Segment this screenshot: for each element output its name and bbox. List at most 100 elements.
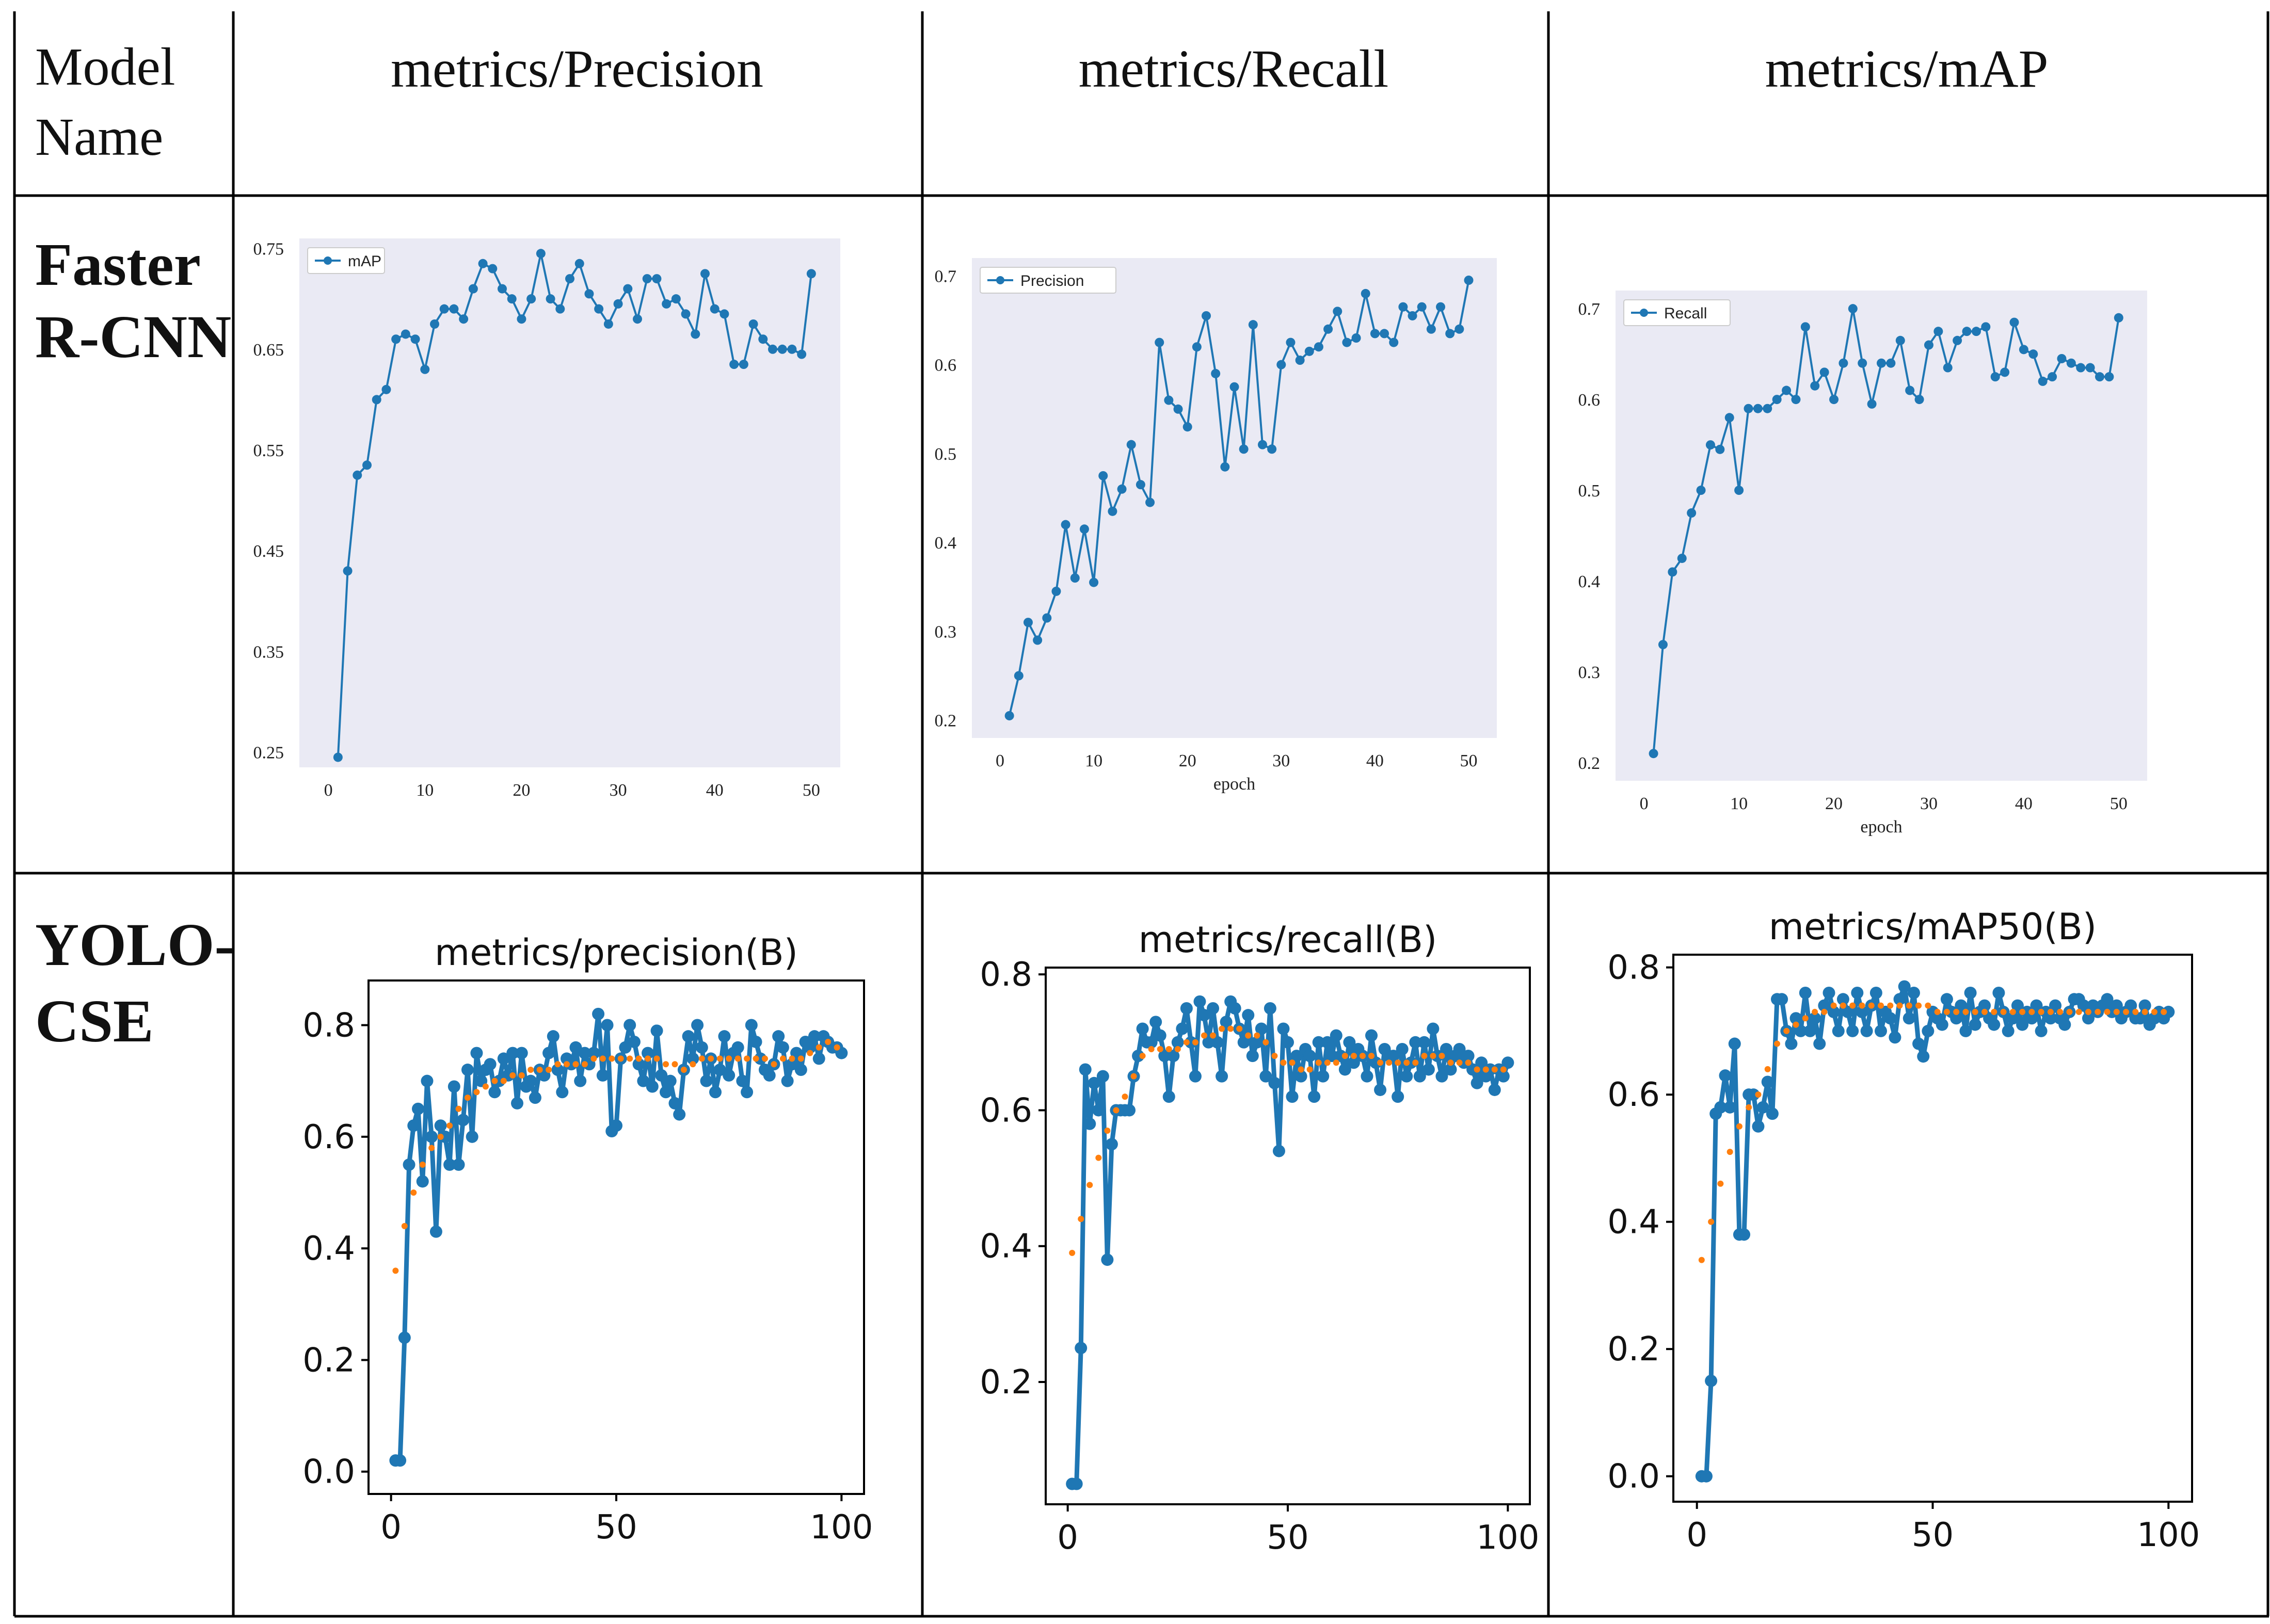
- data-point: [1971, 327, 1981, 336]
- smooth-point: [428, 1145, 435, 1151]
- y-tick-label: 0.35: [253, 642, 284, 662]
- smooth-point: [1698, 1257, 1705, 1263]
- results-point: [1259, 1070, 1272, 1083]
- data-point: [768, 344, 777, 354]
- results-point: [425, 1130, 438, 1143]
- smooth-point: [1925, 1002, 1931, 1009]
- smooth-point: [1315, 1059, 1322, 1066]
- chart-title: metrics/precision(B): [435, 931, 798, 974]
- smooth-point: [1438, 1053, 1445, 1059]
- data-point: [1380, 329, 1389, 339]
- data-point: [1033, 635, 1043, 645]
- smooth-point: [1764, 1066, 1771, 1072]
- smooth-point: [1113, 1107, 1120, 1114]
- smooth-point: [1095, 1154, 1102, 1161]
- results-point: [646, 1080, 659, 1093]
- data-point: [1267, 444, 1277, 454]
- data-point: [1981, 322, 1991, 332]
- data-point: [1763, 404, 1772, 413]
- results-point: [1251, 1036, 1264, 1049]
- results-point: [624, 1019, 636, 1032]
- results-point: [660, 1086, 672, 1099]
- smooth-point: [2141, 1008, 2148, 1015]
- smooth-point: [1086, 1182, 1093, 1188]
- data-point: [1370, 329, 1380, 339]
- data-point: [1914, 395, 1924, 405]
- x-tick-label: 20: [1825, 794, 1843, 813]
- smooth-point: [446, 1122, 453, 1129]
- data-point: [517, 314, 526, 324]
- x-tick-label: 50: [1912, 1516, 1954, 1554]
- results-point: [1738, 1228, 1751, 1241]
- results-point: [1211, 1036, 1224, 1049]
- results-point: [1334, 1050, 1347, 1063]
- chart-frcnn-col2: 0.2 0.3 0.4 0.5 0.6 0.7 0 10 20 30 40 50 epoch Precis…: [935, 258, 1497, 794]
- results-point: [1714, 1101, 1727, 1114]
- smooth-point: [2047, 1008, 2054, 1015]
- results-point: [1813, 1037, 1826, 1050]
- x-tick-label: 0: [1640, 794, 1649, 813]
- smooth-point: [771, 1061, 777, 1068]
- smooth-point: [2104, 1008, 2111, 1015]
- data-point: [806, 269, 816, 279]
- results-point: [808, 1030, 821, 1043]
- smooth-point: [581, 1061, 588, 1068]
- results-point: [1851, 986, 1864, 999]
- results-point: [1475, 1056, 1488, 1069]
- data-point: [720, 309, 729, 319]
- data-point: [1286, 337, 1296, 347]
- results-point: [1700, 1470, 1713, 1483]
- data-point: [1398, 302, 1408, 312]
- results-point: [637, 1074, 650, 1087]
- results-point: [1803, 1024, 1816, 1037]
- results-point: [542, 1047, 555, 1059]
- smooth-point: [1830, 1002, 1837, 1009]
- smooth-point: [2075, 1008, 2082, 1015]
- smooth-point: [2151, 1008, 2157, 1015]
- results-point: [1096, 1070, 1109, 1083]
- legend-label: Recall: [1664, 305, 1707, 322]
- x-tick-label: 0: [324, 781, 333, 800]
- y-tick-label: 0.75: [253, 240, 284, 259]
- data-point: [1895, 335, 1905, 345]
- smooth-point: [1821, 1008, 1828, 1015]
- smooth-point: [437, 1133, 444, 1140]
- smooth-point: [1069, 1249, 1076, 1256]
- results-point: [745, 1019, 758, 1032]
- results-point: [664, 1074, 677, 1087]
- smooth-point: [807, 1050, 813, 1056]
- smooth-point: [491, 1078, 498, 1084]
- smooth-point: [1906, 1002, 1912, 1009]
- y-tick-label: 0.25: [253, 744, 284, 763]
- results-point: [1272, 1145, 1285, 1157]
- data-point: [642, 274, 652, 284]
- results-point: [1321, 1036, 1334, 1049]
- data-point: [1023, 618, 1033, 628]
- results-point: [1361, 1070, 1373, 1083]
- results-point: [2110, 999, 2123, 1012]
- data-point: [1953, 335, 1962, 345]
- data-point: [333, 752, 343, 762]
- data-point: [1070, 573, 1080, 583]
- results-point: [1889, 1031, 1901, 1044]
- results-point: [1940, 993, 1953, 1006]
- results-point: [650, 1024, 663, 1037]
- x-tick-label: 100: [2137, 1516, 2200, 1554]
- results-point: [2016, 1018, 2029, 1031]
- data-point: [1079, 524, 1089, 534]
- legend-label: Precision: [1020, 272, 1084, 290]
- results-point: [2002, 1024, 2015, 1037]
- smooth-point: [1210, 1032, 1217, 1039]
- results-point: [1189, 1070, 1202, 1083]
- results-point: [1501, 1056, 1514, 1069]
- data-point: [1108, 506, 1117, 516]
- data-point: [1126, 440, 1136, 449]
- plot-area: [1616, 291, 2147, 781]
- data-point: [1361, 288, 1370, 298]
- smooth-point: [779, 1055, 786, 1062]
- data-point: [1155, 337, 1164, 347]
- x-tick-label: 0: [380, 1508, 402, 1547]
- results-point: [1228, 1002, 1241, 1015]
- smooth-point: [1915, 1002, 1922, 1009]
